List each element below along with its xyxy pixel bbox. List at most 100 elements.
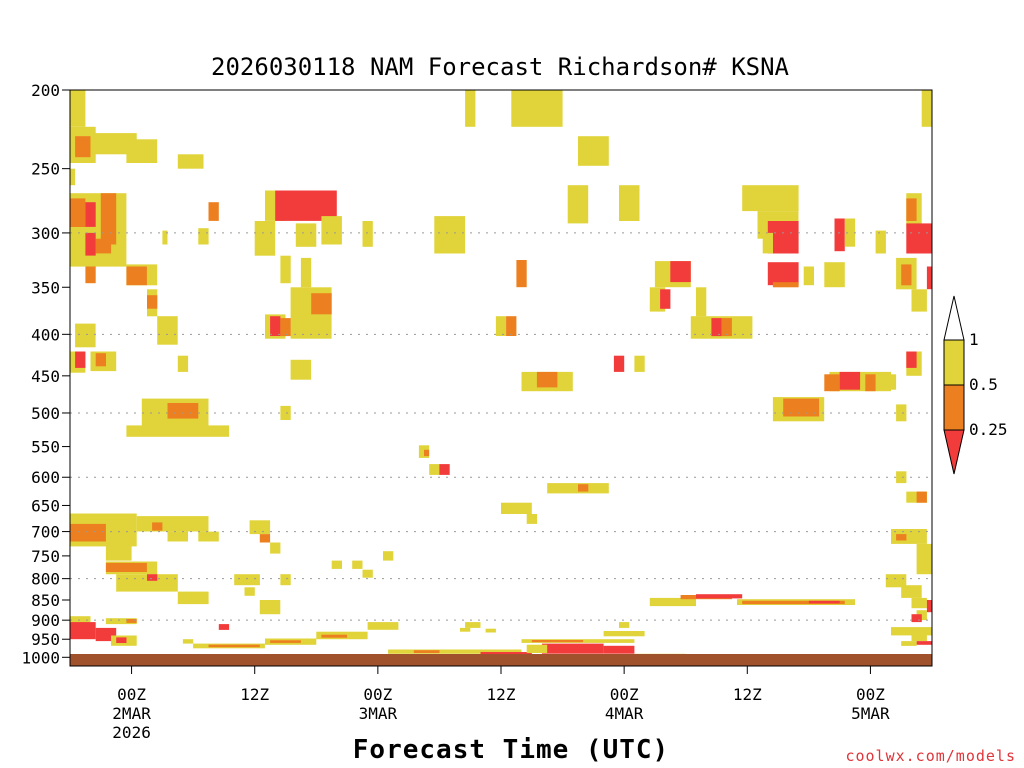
heatmap-cell <box>198 531 219 542</box>
heatmap-cell <box>567 185 589 224</box>
heatmap-cell <box>270 640 301 643</box>
heatmap-cell <box>182 639 194 644</box>
heatmap-cell <box>772 282 799 288</box>
heatmap-cell <box>147 574 158 581</box>
heatmap-cell <box>901 585 922 598</box>
x-tick-label: 00Z <box>363 685 392 704</box>
x-axis-label: Forecast Time (UTC) <box>353 735 669 765</box>
heatmap-cell <box>234 574 260 586</box>
heatmap-cell <box>259 600 281 615</box>
heatmap-cell <box>208 202 219 221</box>
heatmap-cells <box>70 90 932 659</box>
heatmap-cell <box>506 316 517 336</box>
heatmap-cell <box>742 185 799 212</box>
y-tick-label: 950 <box>31 630 60 649</box>
y-tick-label: 500 <box>31 404 60 423</box>
heatmap-cell <box>803 266 814 286</box>
heatmap-cell <box>254 221 276 256</box>
heatmap-cell <box>295 223 317 247</box>
heatmap-cell <box>280 574 291 586</box>
heatmap-cell <box>891 627 932 636</box>
heatmap-cell <box>526 644 548 653</box>
heatmap-cell <box>911 289 927 312</box>
chart-title: 2026030118 NAM Forecast Richardson# KSNA <box>211 53 790 81</box>
heatmap-cell <box>783 398 820 417</box>
heatmap-cell <box>531 640 584 643</box>
heatmap-cell <box>75 136 91 158</box>
heatmap-cell <box>465 622 481 628</box>
heatmap-cell <box>105 618 137 625</box>
heatmap-cell <box>311 293 332 315</box>
heatmap-cell <box>75 351 86 368</box>
heatmap-cell <box>352 560 363 569</box>
heatmap-cell <box>70 90 86 127</box>
heatmap-cell <box>116 574 178 592</box>
heatmap-cell <box>844 218 856 247</box>
y-tick-label: 200 <box>31 81 60 100</box>
heatmap-cell <box>367 622 399 630</box>
heatmap-cell <box>634 355 645 372</box>
y-tick-label: 450 <box>31 367 60 386</box>
y-tick-label: 250 <box>31 160 60 179</box>
heatmap-cell <box>901 641 917 646</box>
heatmap-cell <box>70 622 96 640</box>
heatmap-cell <box>290 359 312 380</box>
heatmap-cell <box>670 261 691 283</box>
heatmap-cell <box>70 168 76 186</box>
heatmap-cell <box>162 230 168 245</box>
heatmap-cell <box>485 628 496 633</box>
y-tick-label: 300 <box>31 224 60 243</box>
heatmap-cell <box>434 216 466 254</box>
y-axis: 200 250 300 350 400 450 500 550 600 650 700 750 800 8… <box>21 81 70 667</box>
y-tick-label: 1000 <box>21 648 60 667</box>
heatmap-cell <box>249 520 271 535</box>
heatmap-cell <box>321 634 348 638</box>
heatmap-cell <box>767 262 799 286</box>
heatmap-cell <box>136 516 209 532</box>
heatmap-cell <box>105 562 147 572</box>
heatmap-cell <box>834 218 845 252</box>
plot-frame <box>69 89 933 667</box>
heatmap-cell <box>331 560 342 569</box>
heatmap-cell <box>906 491 927 503</box>
heatmap-cell <box>721 318 732 337</box>
heatmap-cell <box>383 551 394 561</box>
heatmap-cell <box>808 600 840 604</box>
heatmap-cell <box>901 264 912 286</box>
y-tick-label: 800 <box>31 570 60 589</box>
x-tick-label: 12Z <box>733 685 762 704</box>
heatmap-cell <box>177 355 189 372</box>
heatmap-cell <box>70 616 91 628</box>
heatmap-cell <box>167 531 188 542</box>
heatmap-cell <box>603 645 635 654</box>
heatmap-cell <box>911 597 927 609</box>
y-tick-label: 550 <box>31 438 60 457</box>
heatmap-cell <box>105 545 132 561</box>
heatmap-cell <box>413 650 440 654</box>
x-tick-label: 00Z <box>117 685 146 704</box>
y-tick-label: 350 <box>31 278 60 297</box>
y-tick-label: 600 <box>31 468 60 487</box>
heatmap-cell <box>516 260 527 288</box>
heatmap-cell <box>157 316 178 345</box>
credit-text: coolwx.com/models <box>845 747 1016 765</box>
heatmap-cell <box>613 355 625 372</box>
heatmap-cell <box>70 523 106 542</box>
y-tick-label: 850 <box>31 591 60 610</box>
heatmap-cell <box>85 202 96 227</box>
heatmap-cell <box>152 522 163 531</box>
heatmap-cell <box>147 295 158 309</box>
heatmap-cell <box>885 574 907 588</box>
heatmap-cell <box>75 323 96 348</box>
heatmap-cell <box>177 591 209 605</box>
heatmap-cell <box>536 371 558 388</box>
heatmap-cell <box>362 569 373 578</box>
heatmap-cell <box>280 255 291 284</box>
heatmap-cell <box>921 90 932 127</box>
heatmap-cell <box>603 631 645 637</box>
heatmap-cell <box>916 543 932 575</box>
heatmap-cell <box>742 600 845 605</box>
heatmap-cell <box>177 154 204 169</box>
heatmap-cell <box>300 257 312 288</box>
